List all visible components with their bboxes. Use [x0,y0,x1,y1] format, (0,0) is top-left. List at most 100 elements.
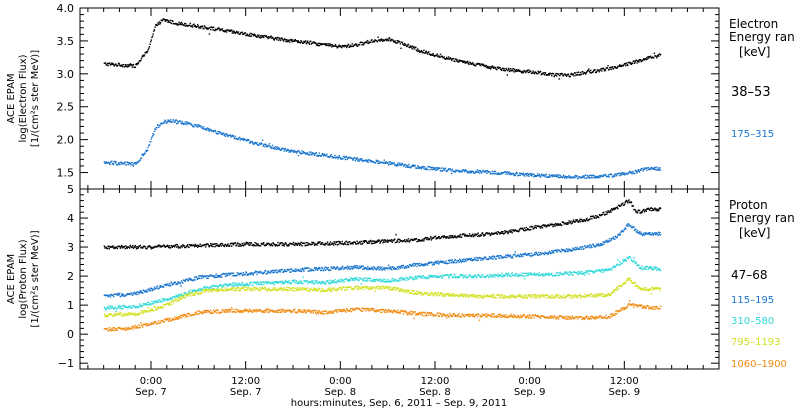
data-point [312,280,314,283]
data-point [512,68,515,70]
data-point [543,275,546,277]
data-point [582,246,584,248]
data-point [431,261,433,263]
data-point [422,275,424,277]
data-point [308,151,311,153]
data-point [193,23,195,25]
data-point [271,146,273,149]
data-point [618,204,620,206]
data-point [559,176,561,179]
data-point [523,229,525,232]
data-point [496,233,499,235]
data-point [428,275,430,277]
data-point [467,62,469,64]
data-point [606,213,608,215]
data-point [658,169,660,171]
data-point [538,225,540,227]
data-point [366,280,368,282]
data-point [336,241,338,244]
data-point [601,213,604,216]
data-point [474,233,476,235]
data-point [282,39,284,41]
data-point [114,314,116,316]
data-point [564,271,567,273]
data-point [567,248,569,251]
data-point [582,273,584,275]
data-point [539,254,541,256]
data-point [454,171,457,173]
data-point [518,273,520,276]
data-point [111,313,113,316]
data-point [176,246,178,248]
data-point [618,172,620,174]
data-point [406,45,408,47]
data-point [603,243,605,245]
data-point [273,269,275,272]
data-point [233,30,235,32]
data-point [470,257,473,260]
data-point [215,244,217,247]
data-point [473,257,476,259]
data-point [512,229,515,231]
data-point [171,245,173,247]
data-point [115,310,117,312]
data-point [308,287,311,290]
data-point [274,271,276,273]
data-point [131,162,133,164]
data-point [356,265,358,267]
data-point [316,43,319,45]
data-point [462,260,465,263]
data-point [649,168,652,170]
data-point [339,242,341,244]
data-point [364,41,366,44]
data-point [549,251,551,253]
data-point [612,67,615,70]
data-point [200,277,203,280]
data-point [634,61,636,63]
data-point [567,274,570,276]
data-point [133,66,136,69]
data-point [515,70,517,73]
data-point [214,289,217,291]
data-point [125,246,128,249]
data-point [596,215,598,217]
data-point [470,63,473,65]
data-point [517,254,519,256]
data-point [118,293,120,295]
data-point [545,173,547,175]
data-point [217,288,219,291]
data-point [305,241,308,244]
data-point [276,290,278,292]
data-point [313,152,315,155]
data-point [565,250,567,253]
data-point [175,243,177,246]
data-point [394,238,396,240]
data-point [280,149,282,151]
data-point [586,245,589,247]
data-point [181,297,183,300]
data-point [508,273,510,276]
data-point [490,233,492,235]
data-point [378,240,380,242]
data-point [201,291,203,294]
data-point [544,224,547,227]
data-point [658,168,660,170]
data-point [548,274,550,276]
data-point [263,288,265,290]
data-point [583,219,586,221]
data-point [107,314,109,316]
data-point [309,269,311,272]
data-point [358,44,361,46]
data-point [586,70,588,73]
data-point [341,267,343,269]
data-point [366,266,369,268]
data-point [212,285,214,287]
data-point [105,246,107,249]
data-point [447,169,449,171]
data-point [366,159,369,161]
data-point [222,284,224,287]
data-point [297,41,299,43]
data-point [384,278,386,281]
data-point [159,245,162,247]
data-point [254,271,256,273]
